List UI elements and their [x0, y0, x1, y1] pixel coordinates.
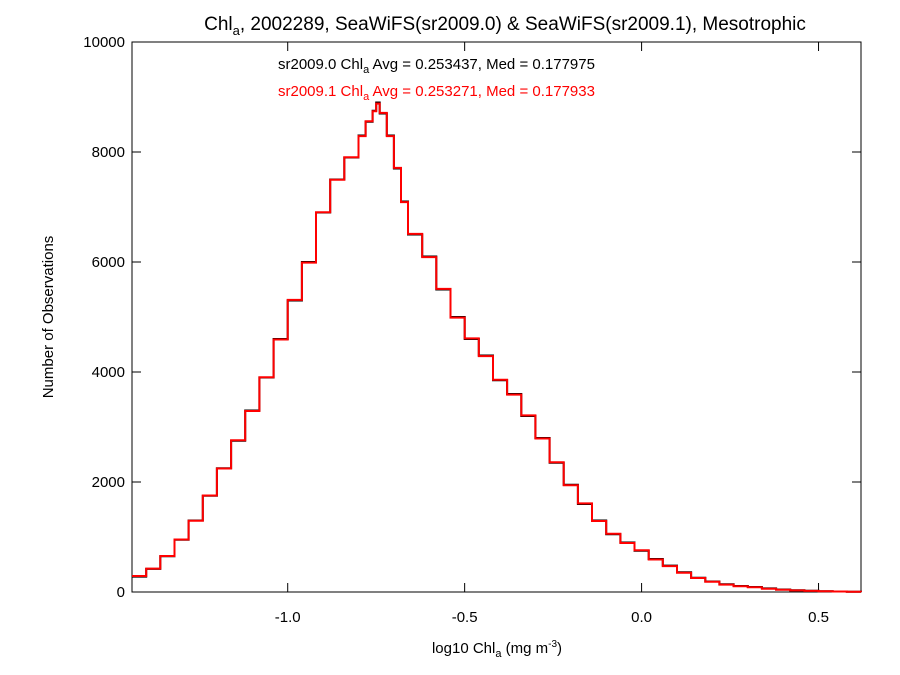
- annotation-sr2009-1-sub: a: [363, 91, 370, 103]
- annotation-sr2009-0-sub: a: [363, 64, 370, 76]
- x-axis-label-sub: a: [495, 648, 502, 660]
- y-tick-label: 2000: [92, 474, 125, 491]
- x-axis-label-mid: (mg m: [501, 640, 548, 657]
- plot-frame: [131, 41, 862, 593]
- plot-border: [131, 41, 862, 593]
- annotation-sr2009-1-post: Avg = 0.253271, Med = 0.177933: [369, 83, 595, 100]
- y-tick-label: 4000: [92, 364, 125, 381]
- y-tick-label: 0: [117, 584, 125, 601]
- y-tick-label: 10000: [83, 34, 125, 51]
- annotation-sr2009-0-pre: sr2009.0 Chl: [278, 56, 363, 73]
- x-axis-label: log10 Chla (mg m-3): [432, 639, 562, 660]
- y-tick-label: 6000: [92, 254, 125, 271]
- annotation-sr2009-1: sr2009.1 Chla Avg = 0.253271, Med = 0.17…: [278, 83, 595, 103]
- chart-title: Chla, 2002289, SeaWiFS(sr2009.0) & SeaWi…: [204, 14, 806, 38]
- x-axis-label-post: ): [557, 640, 562, 657]
- y-tick-label: 8000: [92, 144, 125, 161]
- x-tick-label: -1.0: [275, 609, 301, 626]
- annotation-sr2009-1-pre: sr2009.1 Chl: [278, 83, 363, 100]
- annotation-sr2009-0: sr2009.0 Chla Avg = 0.253437, Med = 0.17…: [278, 56, 595, 76]
- histogram-series-0: [132, 101, 862, 593]
- annotation-sr2009-0-post: Avg = 0.253437, Med = 0.177975: [369, 56, 595, 73]
- series-group: [132, 101, 862, 593]
- x-axis-label-pre: log10 Chl: [432, 640, 495, 657]
- chart-title-pre: Chl: [204, 14, 233, 35]
- chart-title-post: , 2002289, SeaWiFS(sr2009.0) & SeaWiFS(s…: [240, 14, 806, 35]
- x-tick-label: 0.5: [808, 609, 829, 626]
- chart-title-sub: a: [233, 23, 241, 38]
- x-tick-label: 0.0: [631, 609, 652, 626]
- x-tick-label: -0.5: [452, 609, 478, 626]
- x-axis-label-sup: -3: [548, 639, 557, 650]
- y-axis: 0 2000 4000 6000 8000 10000: [83, 34, 861, 601]
- y-axis-label: Number of Observations: [40, 236, 57, 399]
- x-axis: -1.0 -0.5 0.0 0.5: [275, 42, 829, 626]
- histogram-series-1: [132, 102, 862, 593]
